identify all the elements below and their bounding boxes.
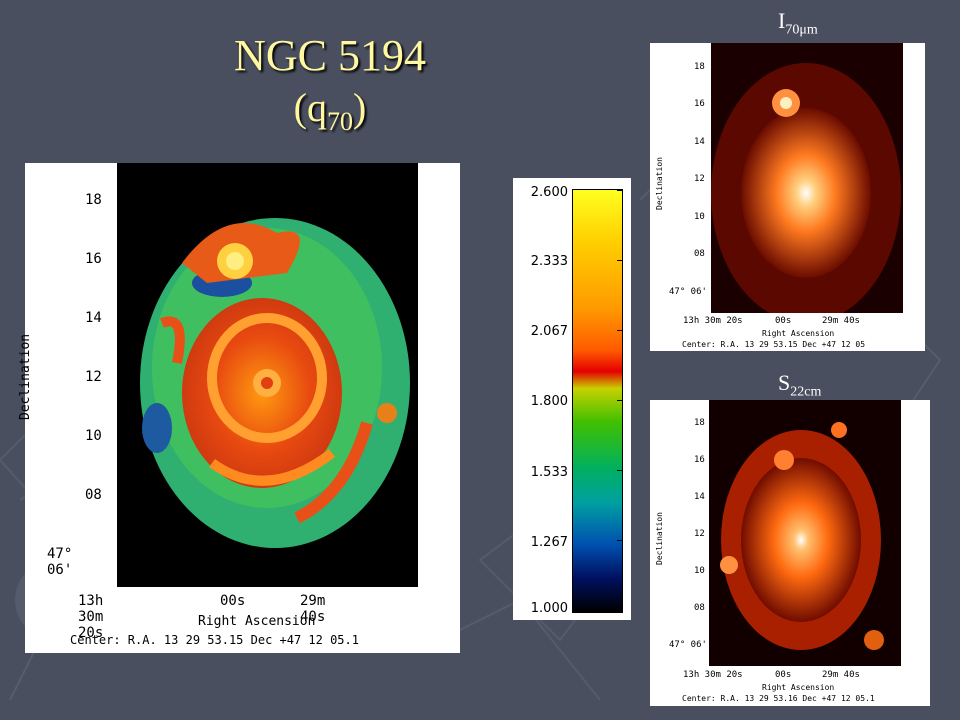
y-tick-label: 10 <box>85 428 102 444</box>
colorbar-label: 2.600 <box>530 185 568 200</box>
y-tick-label: 16 <box>694 99 705 109</box>
title-line-2: (q70) <box>293 85 367 136</box>
y-tick-label: 18 <box>694 62 705 72</box>
colorbar-label: 1.267 <box>530 535 568 550</box>
colorbar-label: 2.067 <box>530 324 568 339</box>
y-tick-label: 12 <box>85 369 102 385</box>
slide-title: NGC 5194 (q70) <box>200 30 460 148</box>
y-tick-label: 18 <box>85 192 102 208</box>
main-map-image <box>117 163 418 587</box>
y-axis-label: Declination <box>18 333 33 420</box>
y-tick-label: 16 <box>85 251 102 267</box>
ir-map-label: I70μm <box>778 8 818 38</box>
colorbar <box>572 189 623 613</box>
y-tick-label: 47° 06' <box>47 546 73 578</box>
y-tick-label: 10 <box>694 566 705 576</box>
x-axis-label: Right Ascension <box>762 329 835 338</box>
x-axis-label: Right Ascension <box>198 614 316 629</box>
ir-map-image <box>711 43 903 313</box>
y-axis-label: Declination <box>655 157 664 210</box>
y-tick-label: 16 <box>694 455 705 465</box>
x-axis-label: Right Ascension <box>762 683 835 692</box>
colorbar-label: 1.800 <box>530 394 568 409</box>
center-coordinates: Center: R.A. 13 29 53.16 Dec +47 12 05.1 <box>682 694 875 703</box>
colorbar-label: 1.533 <box>530 465 568 480</box>
x-tick-label: 29m 40s <box>822 316 860 326</box>
x-tick-label: 13h 30m 20s <box>683 670 743 680</box>
y-tick-label: 12 <box>694 174 705 184</box>
title-line-1: NGC 5194 <box>234 31 426 80</box>
colorbar-tick <box>617 540 623 541</box>
y-tick-label: 08 <box>694 249 705 259</box>
colorbar-tick <box>617 400 623 401</box>
y-tick-label: 14 <box>85 310 102 326</box>
x-tick-label: 00s <box>220 593 246 609</box>
y-tick-label: 14 <box>694 137 705 147</box>
center-coordinates: Center: R.A. 13 29 53.15 Dec +47 12 05 <box>682 340 866 349</box>
radio-map-image <box>709 400 901 666</box>
colorbar-tick <box>617 260 623 261</box>
colorbar-tick <box>617 470 623 471</box>
x-tick-label: 00s <box>775 316 792 326</box>
x-tick-label: 13h 30m 20s <box>78 593 104 641</box>
y-tick-label: 12 <box>694 529 705 539</box>
x-tick-label: 29m 40s <box>300 593 326 625</box>
y-tick-label: 14 <box>694 492 705 502</box>
x-tick-label: 13h 30m 20s <box>683 316 743 326</box>
y-tick-label: 47° 06' <box>669 287 707 297</box>
y-tick-label: 08 <box>85 487 102 503</box>
x-tick-label: 29m 40s <box>822 670 860 680</box>
y-axis-label: Declination <box>655 512 664 565</box>
colorbar-label: 1.000 <box>530 601 568 616</box>
center-coordinates: Center: R.A. 13 29 53.15 Dec +47 12 05.1 <box>70 633 359 647</box>
y-tick-label: 08 <box>694 603 705 613</box>
x-tick-label: 00s <box>775 670 792 680</box>
y-tick-label: 18 <box>694 418 705 428</box>
radio-map-label: S22cm <box>778 370 822 400</box>
colorbar-tick <box>617 330 623 331</box>
colorbar-label: 2.333 <box>530 254 568 269</box>
y-tick-label: 47° 06' <box>669 640 707 650</box>
colorbar-tick <box>617 610 623 611</box>
colorbar-tick <box>617 190 623 191</box>
y-tick-label: 10 <box>694 212 705 222</box>
